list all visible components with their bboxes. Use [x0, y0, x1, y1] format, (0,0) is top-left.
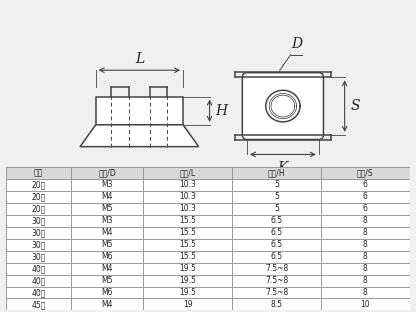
Text: 45型: 45型	[31, 300, 46, 309]
Text: M5: M5	[102, 240, 113, 249]
Text: 7.5~8: 7.5~8	[265, 288, 288, 297]
Text: 30型: 30型	[31, 240, 46, 249]
Text: 8.5: 8.5	[270, 300, 282, 309]
Text: 6.5: 6.5	[270, 228, 282, 237]
Text: 15.5: 15.5	[179, 216, 196, 225]
Bar	[6, 263, 410, 275]
Text: K: K	[278, 161, 288, 175]
Text: L: L	[135, 51, 144, 66]
Text: 8: 8	[363, 276, 368, 285]
Text: 规格/D: 规格/D	[98, 168, 116, 178]
Text: D: D	[291, 37, 302, 51]
Text: 7.5~8: 7.5~8	[265, 264, 288, 273]
Text: 15.5: 15.5	[179, 240, 196, 249]
Text: M6: M6	[102, 288, 113, 297]
Bar	[6, 299, 410, 310]
Text: 高度/H: 高度/H	[268, 168, 285, 178]
Bar	[6, 167, 410, 179]
Text: 19.5: 19.5	[179, 288, 196, 297]
Text: M5: M5	[102, 204, 113, 213]
Text: 7.5~8: 7.5~8	[265, 276, 288, 285]
Text: 19: 19	[183, 300, 193, 309]
Text: 20型: 20型	[31, 180, 46, 189]
Text: 6: 6	[363, 204, 368, 213]
Text: 8: 8	[363, 252, 368, 261]
Bar	[6, 191, 410, 203]
Bar	[6, 179, 410, 191]
Text: M4: M4	[102, 300, 113, 309]
Text: 5: 5	[274, 192, 279, 201]
Text: 19.5: 19.5	[179, 264, 196, 273]
Text: M4: M4	[102, 264, 113, 273]
Text: 6: 6	[363, 180, 368, 189]
FancyBboxPatch shape	[242, 73, 324, 139]
Text: 40型: 40型	[31, 288, 46, 297]
Text: 30型: 30型	[31, 252, 46, 261]
Text: 10: 10	[361, 300, 370, 309]
Text: 10.3: 10.3	[179, 204, 196, 213]
Text: 40型: 40型	[31, 264, 46, 273]
Text: M6: M6	[102, 252, 113, 261]
Bar	[6, 215, 410, 227]
Text: 宽度/S: 宽度/S	[357, 168, 374, 178]
Text: M3: M3	[102, 180, 113, 189]
Text: 6.5: 6.5	[270, 240, 282, 249]
Text: 8: 8	[363, 288, 368, 297]
Text: 30型: 30型	[31, 216, 46, 225]
Text: 5: 5	[274, 180, 279, 189]
Bar	[6, 239, 410, 251]
Text: 6: 6	[363, 192, 368, 201]
Text: 长度/L: 长度/L	[180, 168, 196, 178]
Polygon shape	[96, 97, 183, 125]
Text: 10.3: 10.3	[179, 192, 196, 201]
Bar	[6, 275, 410, 286]
Text: H: H	[215, 104, 227, 118]
Text: 20型: 20型	[31, 204, 46, 213]
Text: M4: M4	[102, 228, 113, 237]
Bar	[6, 251, 410, 263]
Text: 10.3: 10.3	[179, 180, 196, 189]
Text: 40型: 40型	[31, 276, 46, 285]
Text: 8: 8	[363, 216, 368, 225]
Text: 6.5: 6.5	[270, 252, 282, 261]
Text: 15.5: 15.5	[179, 228, 196, 237]
Text: 15.5: 15.5	[179, 252, 196, 261]
Text: S: S	[350, 99, 360, 113]
Polygon shape	[80, 125, 199, 147]
Text: M5: M5	[102, 276, 113, 285]
Text: 30型: 30型	[31, 228, 46, 237]
Text: 8: 8	[363, 228, 368, 237]
Text: 20型: 20型	[31, 192, 46, 201]
Bar	[6, 227, 410, 239]
Bar	[6, 203, 410, 215]
Text: 8: 8	[363, 264, 368, 273]
Text: 6.5: 6.5	[270, 216, 282, 225]
Text: 5: 5	[274, 204, 279, 213]
Text: 8: 8	[363, 240, 368, 249]
Text: 19.5: 19.5	[179, 276, 196, 285]
Text: M4: M4	[102, 192, 113, 201]
Text: M3: M3	[102, 216, 113, 225]
Bar	[6, 286, 410, 299]
Text: 型号: 型号	[34, 168, 43, 178]
